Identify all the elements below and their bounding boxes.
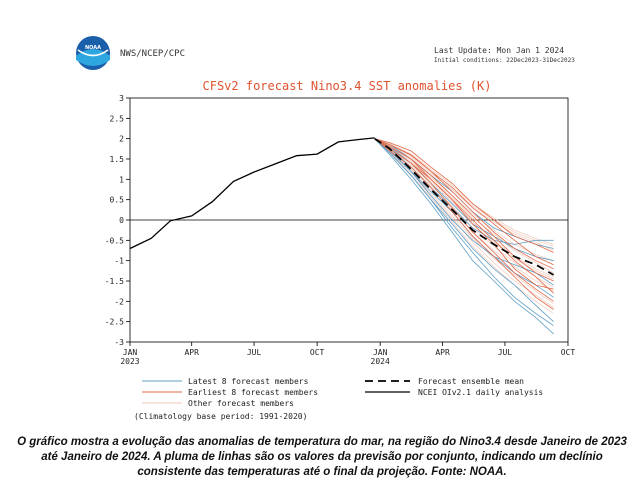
legend-label-earliest: Earliest 8 forecast members [188, 388, 318, 397]
x-tick-label: JUL [498, 348, 513, 357]
legend-label-latest: Latest 8 forecast members [188, 377, 309, 386]
y-tick-label: 3 [119, 94, 124, 103]
earliest-member-line [374, 138, 554, 282]
figure: NOAA NWS/NCEP/CPC Last Update: Mon Jan 1… [76, 36, 576, 421]
x-tick-label: JAN [123, 348, 138, 357]
observed-series [129, 137, 375, 250]
other-member-line [374, 138, 554, 247]
latest-member-line [374, 138, 554, 262]
plot-area: 32.521.510.50-0.5-1-1.5-2-2.5-3 JAN2023A… [105, 94, 576, 366]
legend-label-mean: Forecast ensemble mean [418, 377, 524, 386]
earliest-member-line [374, 138, 554, 266]
y-tick-label: 2 [119, 135, 124, 144]
legend-label-observed: NCEI OIv2.1 daily analysis [418, 388, 543, 397]
y-tick-label: -2 [114, 297, 124, 306]
earliest-members [374, 138, 554, 310]
y-tick-label: -1.5 [105, 277, 124, 286]
ensemble-mean-series [374, 137, 555, 276]
last-update: Last Update: Mon Jan 1 2024 [434, 46, 564, 55]
latest-member-line [374, 138, 554, 335]
observed-line [129, 137, 375, 250]
other-member-line [374, 138, 554, 245]
y-tick-label: -2.5 [105, 318, 124, 327]
other-member-line [374, 138, 554, 292]
noaa-logo-bird [77, 49, 109, 57]
noaa-logo-text: NOAA [85, 45, 101, 51]
x-tick-label: JUL [247, 348, 262, 357]
y-tick-label: 1 [119, 175, 124, 184]
y-tick-label: -0.5 [105, 236, 124, 245]
agency-label: NWS/NCEP/CPC [120, 49, 185, 59]
y-axis: 3 2.5 2 1.5 1 0.5 0 -0.5 -1 -1.5 -2 -2.5 -3 [105, 94, 130, 347]
climatology-note: (Climatology base period: 1991-2020) [134, 412, 307, 421]
figure-caption: O gráfico mostra a evolução das anomalia… [17, 436, 627, 478]
noaa-logo: NOAA [76, 36, 110, 70]
x-tick-label: JAN [373, 348, 388, 357]
x-tick-year: 2024 [371, 357, 390, 366]
other-member-line [374, 138, 554, 274]
x-tick-label: APR [184, 348, 199, 357]
earliest-member-line [374, 138, 554, 253]
initial-conditions: Initial conditions: 22Dec2023-31Dec2023 [434, 57, 575, 64]
x-tick-label: OCT [561, 348, 576, 357]
y-tick-label: 0.5 [110, 196, 125, 205]
y-tick-label: 2.5 [110, 114, 125, 123]
y-tick-label: -1 [114, 257, 124, 266]
x-tick-label: OCT [310, 348, 325, 357]
y-tick-label: 1.5 [110, 155, 125, 164]
y-tick-label: -3 [114, 338, 124, 347]
latest-member-line [374, 138, 554, 327]
x-tick-label: APR [435, 348, 450, 357]
chart-title: CFSv2 forecast Nino3.4 SST anomalies (K) [203, 79, 492, 93]
earliest-member-line [374, 138, 554, 290]
y-tick-label: 0 [119, 216, 124, 225]
legend-label-other: Other forecast members [188, 399, 294, 408]
legend: Latest 8 forecast members Earliest 8 for… [134, 377, 543, 421]
x-tick-year: 2023 [120, 357, 139, 366]
ensemble-mean-line [374, 137, 555, 276]
